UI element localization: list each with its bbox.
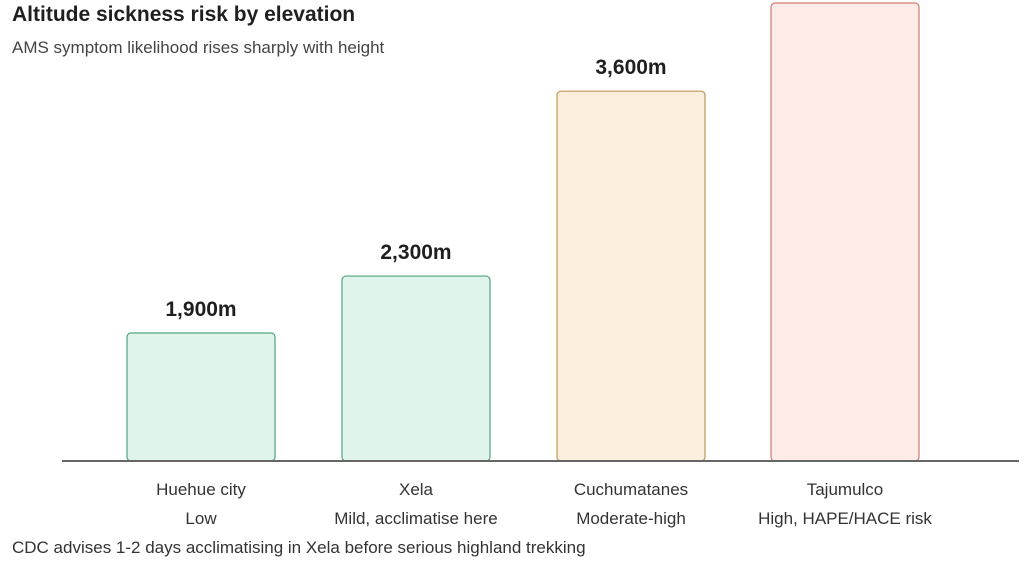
category-label-1: Huehue city <box>156 480 246 499</box>
bar-3 <box>556 90 706 462</box>
bar-1 <box>126 332 276 462</box>
chart-title: Altitude sickness risk by elevation <box>12 3 356 26</box>
category-label-3: Cuchumatanes <box>574 480 688 499</box>
bar-2 <box>341 275 491 462</box>
risk-label-3: Moderate-high <box>576 509 686 528</box>
category-label-4: Tajumulco <box>807 480 884 499</box>
value-label-3: 3,600m <box>595 56 666 79</box>
chart-subtitle: AMS symptom likelihood rises sharply wit… <box>12 38 385 57</box>
value-label-1: 1,900m <box>165 298 236 321</box>
value-label-2: 2,300m <box>380 241 451 264</box>
category-label-2: Xela <box>399 480 434 499</box>
risk-label-4: High, HAPE/HACE risk <box>758 509 932 528</box>
risk-label-2: Mild, acclimatise here <box>334 509 497 528</box>
chart-footnote: CDC advises 1-2 days acclimatising in Xe… <box>12 538 586 557</box>
bar-4 <box>770 2 920 462</box>
risk-label-1: Low <box>185 509 217 528</box>
